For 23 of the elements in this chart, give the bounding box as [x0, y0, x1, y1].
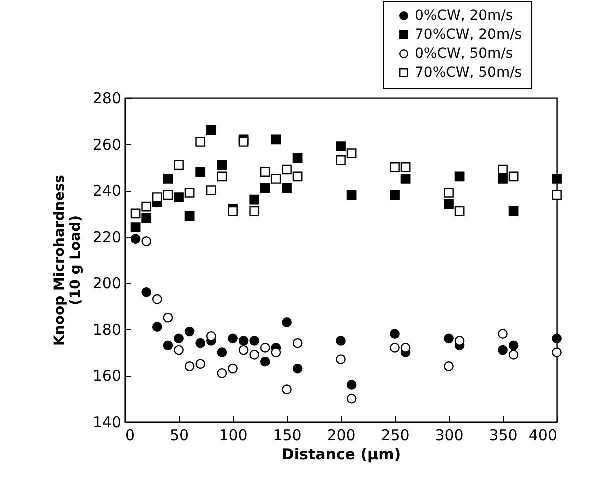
y-tick-label: 160	[92, 367, 122, 386]
y-tick-label: 200	[92, 274, 122, 293]
x-tick-label: 100	[219, 426, 248, 444]
y-tick-label: 240	[92, 182, 122, 200]
x-tick-label: 300	[435, 426, 464, 444]
x-tick-label: 400	[528, 426, 558, 444]
x-tick-label: 200	[327, 426, 356, 444]
legend-label: 0%CW, 50m/s	[415, 46, 514, 62]
x-tick-label: 350	[489, 426, 518, 444]
x-tick-label: 150	[273, 426, 302, 444]
x-tick-label: 250	[381, 426, 410, 444]
legend-label: 70%CW, 50m/s	[415, 65, 522, 81]
y-tick-label: 180	[92, 320, 122, 339]
y-tick-label: 260	[92, 136, 122, 154]
legend-label: 0%CW, 20m/s	[415, 8, 514, 24]
y-tick-label: 220	[92, 228, 122, 246]
x-tick-label: 0	[126, 426, 136, 444]
y-tick-label: 140	[92, 414, 122, 432]
x-axis-title: Distance (μm)	[282, 446, 402, 464]
y-tick-label: 280	[92, 90, 122, 108]
legend-label: 70%CW, 20m/s	[415, 27, 522, 43]
y-axis-title: Knoop Microhardness (10 g Load)	[52, 175, 84, 346]
x-tick-label: 50	[170, 426, 190, 444]
